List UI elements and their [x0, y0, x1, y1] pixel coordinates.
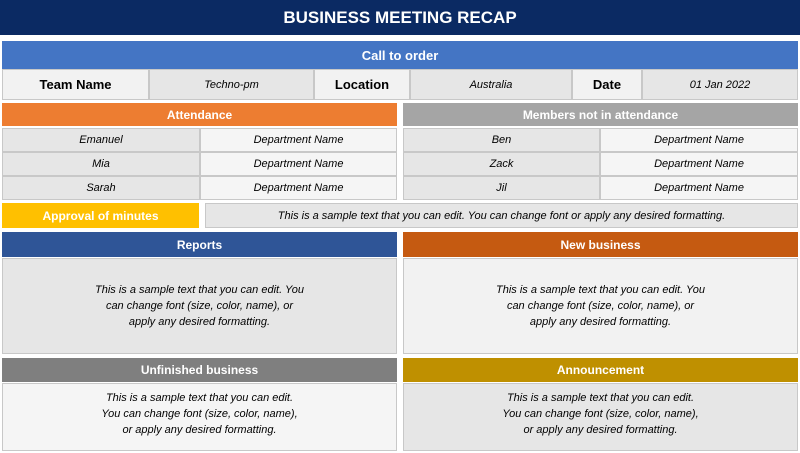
- page-title: BUSINESS MEETING RECAP: [0, 0, 800, 37]
- announcement-header: Announcement: [403, 358, 798, 382]
- reports-text-box[interactable]: This is a sample text that you can edit.…: [2, 258, 397, 354]
- new-business-header: New business: [403, 232, 798, 257]
- unfinished-business-text-box[interactable]: This is a sample text that you can edit.…: [2, 383, 397, 451]
- attendee-department[interactable]: Department Name: [200, 152, 397, 176]
- absent-member-department[interactable]: Department Name: [600, 176, 798, 200]
- reports-text: This is a sample text that you can edit.…: [95, 284, 304, 328]
- unfinished-business-header: Unfinished business: [2, 358, 397, 382]
- call-to-order-header: Call to order: [2, 41, 798, 69]
- absent-member-department[interactable]: Department Name: [600, 128, 798, 152]
- attendee-name[interactable]: Sarah: [2, 176, 200, 200]
- date-label: Date: [572, 69, 642, 100]
- location-label: Location: [314, 69, 410, 100]
- approval-label: Approval of minutes: [2, 203, 199, 228]
- absent-member-name[interactable]: Jil: [403, 176, 600, 200]
- team-name-value[interactable]: Techno-pm: [149, 69, 314, 100]
- attendance-header: Attendance: [2, 103, 397, 126]
- announcement-text: This is a sample text that you can edit.…: [502, 392, 699, 436]
- absent-member-name[interactable]: Ben: [403, 128, 600, 152]
- attendee-department[interactable]: Department Name: [200, 128, 397, 152]
- absent-member-name[interactable]: Zack: [403, 152, 600, 176]
- unfinished-business-text: This is a sample text that you can edit.…: [101, 392, 298, 436]
- new-business-text-box[interactable]: This is a sample text that you can edit.…: [403, 258, 798, 354]
- date-value[interactable]: 01 Jan 2022: [642, 69, 798, 100]
- team-name-label: Team Name: [2, 69, 149, 100]
- new-business-text: This is a sample text that you can edit.…: [496, 284, 705, 328]
- not-attending-header: Members not in attendance: [403, 103, 798, 126]
- attendee-name[interactable]: Emanuel: [2, 128, 200, 152]
- attendee-name[interactable]: Mia: [2, 152, 200, 176]
- announcement-text-box[interactable]: This is a sample text that you can edit.…: [403, 383, 798, 451]
- approval-text[interactable]: This is a sample text that you can edit.…: [205, 203, 798, 228]
- absent-member-department[interactable]: Department Name: [600, 152, 798, 176]
- location-value[interactable]: Australia: [410, 69, 572, 100]
- attendee-department[interactable]: Department Name: [200, 176, 397, 200]
- reports-header: Reports: [2, 232, 397, 257]
